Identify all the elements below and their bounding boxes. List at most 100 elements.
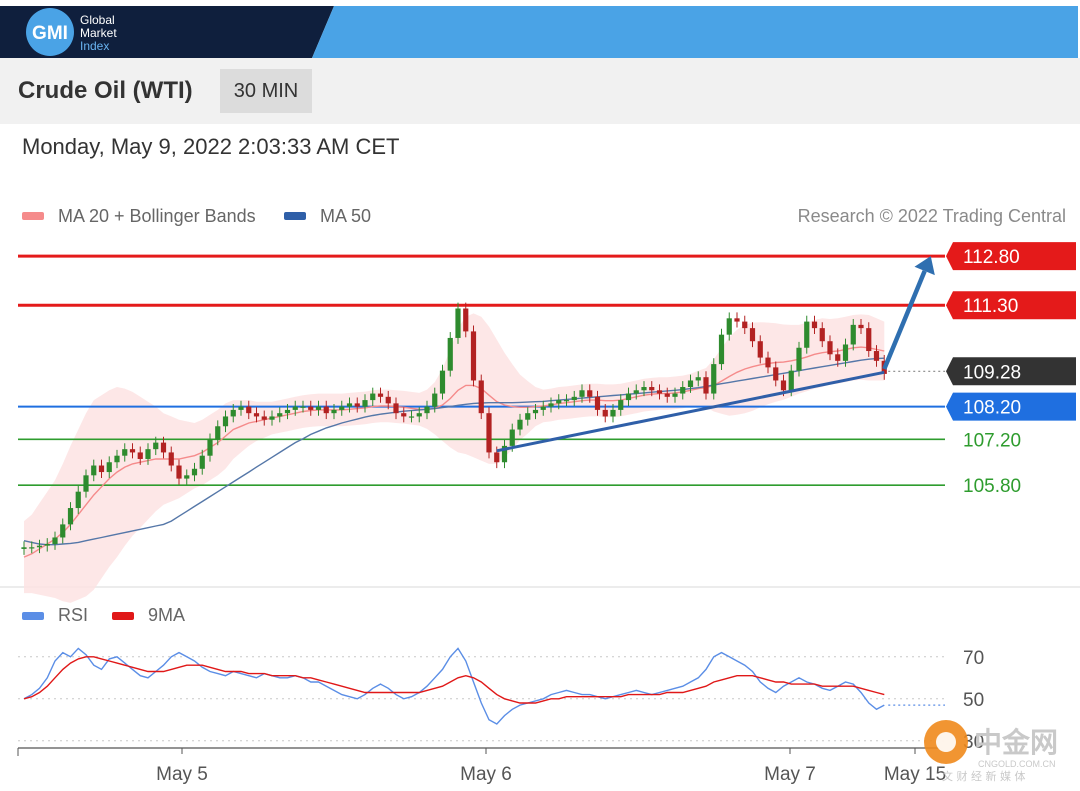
candle — [354, 403, 360, 407]
candle — [67, 508, 74, 525]
candle — [517, 419, 523, 430]
candle — [222, 416, 229, 427]
x-tick-label-2: May 7 — [764, 764, 816, 785]
candle — [726, 318, 732, 335]
candle — [687, 380, 694, 388]
candle — [866, 328, 872, 352]
candle — [850, 324, 856, 345]
candle — [571, 396, 577, 401]
price-tag-1 — [946, 291, 1076, 320]
cngold-watermark: 中金网 CNGOLD.COM.CN 文 财 经 新 媒 体 — [924, 720, 1058, 783]
candle — [253, 413, 260, 417]
candle — [718, 334, 725, 365]
gmi-logo-text: Global Market Index — [80, 14, 117, 53]
candle — [858, 324, 864, 329]
candle — [633, 390, 639, 394]
gmi-logo-icon — [26, 8, 74, 56]
candle — [478, 380, 484, 414]
candle — [656, 390, 663, 394]
research-credit: Research © 2022 Trading Central — [797, 206, 1066, 226]
candle — [563, 400, 570, 402]
candle — [625, 393, 632, 401]
price-label-4: 107.20 — [963, 430, 1021, 451]
candle — [827, 341, 833, 355]
candle — [664, 393, 670, 397]
candle — [277, 413, 283, 417]
candle — [587, 390, 593, 397]
candle — [796, 347, 802, 371]
candle — [509, 429, 515, 446]
rsi-series-9ma — [23, 656, 885, 704]
candle — [377, 393, 384, 397]
candle — [548, 403, 554, 407]
candle — [416, 413, 422, 417]
candle — [842, 344, 849, 361]
instrument-title: Crude Oil (WTI) — [18, 77, 193, 104]
candle — [385, 396, 391, 404]
candle — [238, 406, 244, 410]
candle — [292, 406, 298, 410]
candle — [470, 331, 477, 381]
rsi-tick-70: 70 — [963, 648, 984, 669]
candle — [153, 442, 159, 450]
watermark-name: 中金网 — [974, 726, 1058, 759]
price-label-1: 111.30 — [963, 296, 1018, 317]
candle — [75, 491, 81, 509]
legend-item-rsi: RSI — [58, 605, 89, 625]
brand-header: GMI Global Market Index — [0, 6, 1078, 58]
candle — [641, 387, 647, 391]
candle — [346, 403, 353, 407]
candle — [184, 475, 190, 479]
x-tick-label-3: May 15 — [884, 764, 946, 785]
candle — [114, 455, 120, 463]
legend-swatch-rsi — [22, 612, 44, 620]
watermark-url: CNGOLD.COM.CN — [978, 759, 1056, 769]
candle — [339, 406, 345, 410]
candle — [362, 400, 368, 407]
candle — [246, 406, 252, 414]
candle — [494, 452, 500, 463]
candle — [331, 409, 337, 414]
title-bar — [0, 58, 1080, 124]
candle — [21, 547, 27, 549]
candle — [315, 406, 322, 410]
candle — [261, 416, 267, 420]
price-label-2: 109.28 — [963, 362, 1021, 383]
ma50-line — [23, 357, 885, 546]
candle — [610, 409, 616, 417]
legend-swatch-ma50 — [284, 212, 306, 220]
candle — [602, 409, 608, 417]
candle — [215, 426, 221, 440]
ma20-line — [23, 346, 885, 558]
rsi-series-rsi — [23, 647, 885, 725]
candle — [780, 380, 787, 391]
candle — [540, 406, 546, 410]
candle — [432, 393, 438, 407]
candle — [672, 393, 678, 397]
price-tag-3 — [946, 392, 1076, 421]
candle — [83, 475, 89, 492]
price-label-0: 112.80 — [963, 247, 1020, 268]
legend-swatch-bollinger — [22, 212, 44, 220]
candle — [757, 341, 763, 358]
candle — [370, 393, 376, 401]
interval-badge[interactable]: 30 MIN — [220, 69, 312, 113]
candle — [401, 413, 407, 417]
candle — [439, 370, 446, 394]
candle — [308, 406, 314, 410]
candle — [703, 377, 709, 394]
candle — [501, 445, 508, 463]
x-tick-label-1: May 6 — [460, 764, 512, 785]
timestamp: Monday, May 9, 2022 2:03:33 AM CET — [22, 134, 400, 159]
candle — [207, 439, 213, 456]
candle — [36, 545, 43, 548]
candle — [734, 318, 740, 322]
candle — [408, 416, 415, 418]
rsi-tick-50: 50 — [963, 690, 984, 711]
candle — [447, 337, 453, 371]
x-tick-label-0: May 5 — [156, 764, 208, 785]
candle — [618, 400, 624, 410]
rsi-tick-30: 30 — [963, 732, 984, 753]
candle — [91, 465, 97, 476]
